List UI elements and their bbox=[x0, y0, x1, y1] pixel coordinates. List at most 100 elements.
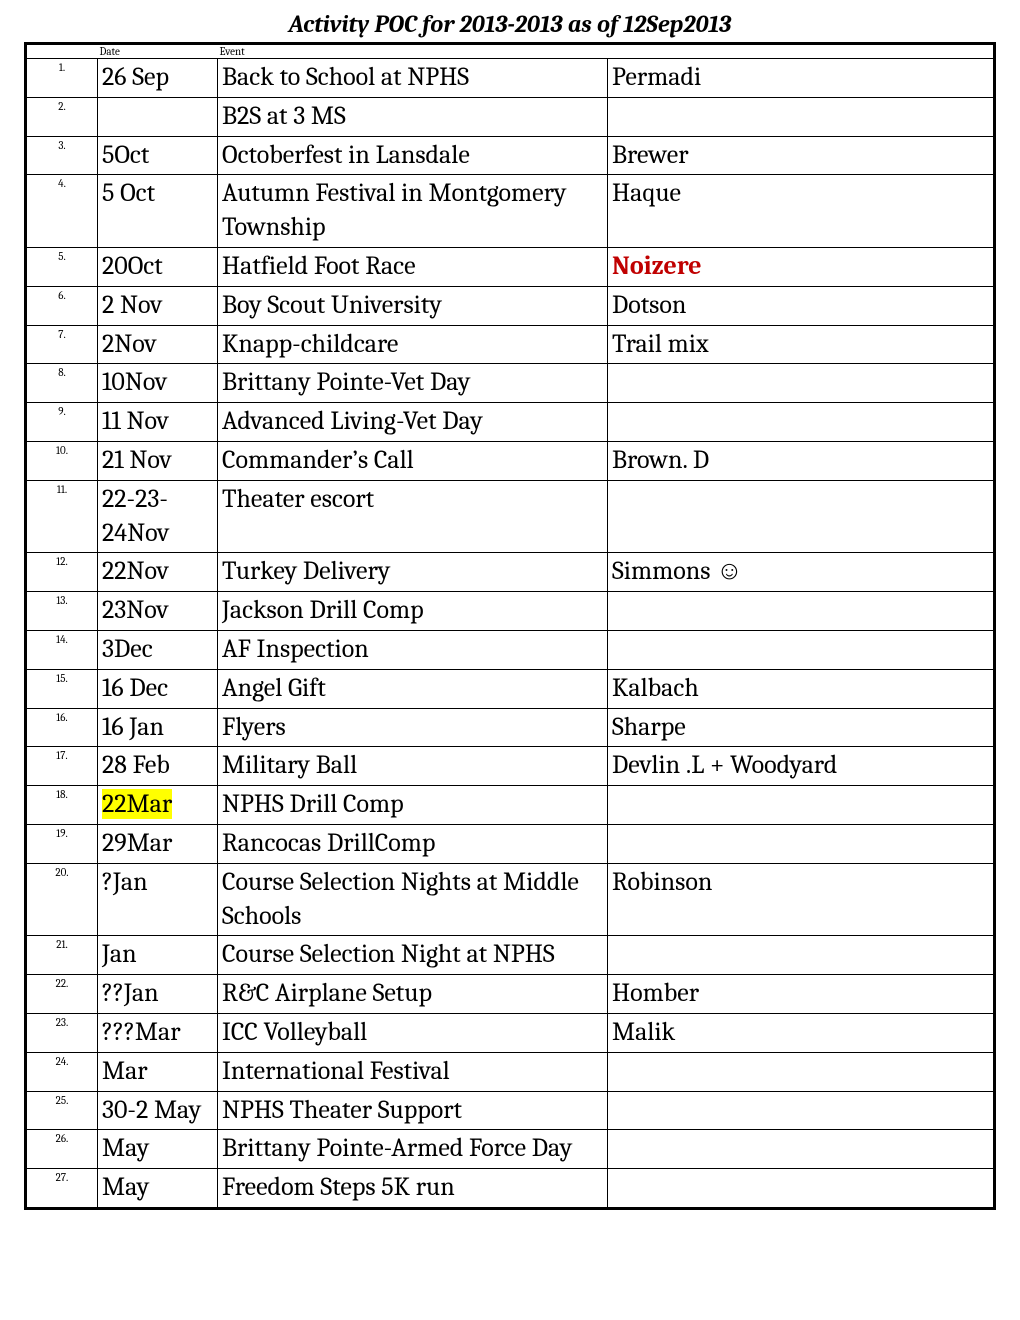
row-poc bbox=[608, 480, 995, 553]
row-poc bbox=[608, 1169, 995, 1209]
table-row: 9.11 NovAdvanced Living-Vet Day bbox=[26, 403, 995, 442]
row-number: 12. bbox=[26, 553, 98, 592]
row-number: 18. bbox=[26, 786, 98, 825]
table-row: 3.5OctOctoberfest in LansdaleBrewer bbox=[26, 136, 995, 175]
row-event: Octoberfest in Lansdale bbox=[218, 136, 608, 175]
row-date: 28 Feb bbox=[98, 747, 218, 786]
row-number: 23. bbox=[26, 1013, 98, 1052]
table-row: 20.?JanCourse Selection Nights at Middle… bbox=[26, 863, 995, 936]
row-date: 22Nov bbox=[98, 553, 218, 592]
row-number: 10. bbox=[26, 441, 98, 480]
header-poc bbox=[608, 44, 995, 59]
row-poc: Robinson bbox=[608, 863, 995, 936]
row-event: Rancocas DrillComp bbox=[218, 824, 608, 863]
row-number: 11. bbox=[26, 480, 98, 553]
row-number: 22. bbox=[26, 975, 98, 1014]
row-poc: Dotson bbox=[608, 286, 995, 325]
row-event: Knapp-childcare bbox=[218, 325, 608, 364]
table-row: 13.23NovJackson Drill Comp bbox=[26, 592, 995, 631]
row-date: 11 Nov bbox=[98, 403, 218, 442]
row-event: ICC Volleyball bbox=[218, 1013, 608, 1052]
row-date: 20Oct bbox=[98, 247, 218, 286]
row-date: May bbox=[98, 1130, 218, 1169]
row-event: Turkey Delivery bbox=[218, 553, 608, 592]
row-date: ?Jan bbox=[98, 863, 218, 936]
table-row: 17.28 FebMilitary BallDevlin .L + Woodya… bbox=[26, 747, 995, 786]
row-date: May bbox=[98, 1169, 218, 1209]
row-poc bbox=[608, 824, 995, 863]
row-poc: Brewer bbox=[608, 136, 995, 175]
row-date: 3Dec bbox=[98, 630, 218, 669]
table-row: 8.10NovBrittany Pointe-Vet Day bbox=[26, 364, 995, 403]
row-poc: Sharpe bbox=[608, 708, 995, 747]
row-number: 24. bbox=[26, 1052, 98, 1091]
header-event: Event bbox=[218, 44, 608, 59]
header-date: Date bbox=[98, 44, 218, 59]
row-event: NPHS Drill Comp bbox=[218, 786, 608, 825]
table-row: 1.26 SepBack to School at NPHSPermadi bbox=[26, 59, 995, 98]
table-row: 11.22-23-24NovTheater escort bbox=[26, 480, 995, 553]
row-poc: Brown. D bbox=[608, 441, 995, 480]
row-number: 20. bbox=[26, 863, 98, 936]
row-event: R&C Airplane Setup bbox=[218, 975, 608, 1014]
row-poc: Homber bbox=[608, 975, 995, 1014]
table-row: 25.30-2 MayNPHS Theater Support bbox=[26, 1091, 995, 1130]
page-title: Activity POC for 2013-2013 as of 12Sep20… bbox=[24, 10, 996, 38]
row-date: 2Nov bbox=[98, 325, 218, 364]
row-number: 1. bbox=[26, 59, 98, 98]
table-row: 18.22Mar NPHS Drill Comp bbox=[26, 786, 995, 825]
row-event: Commander’s Call bbox=[218, 441, 608, 480]
row-poc: Permadi bbox=[608, 59, 995, 98]
row-number: 5. bbox=[26, 247, 98, 286]
row-event: AF Inspection bbox=[218, 630, 608, 669]
table-row: 10.21 NovCommander’s CallBrown. D bbox=[26, 441, 995, 480]
row-number: 27. bbox=[26, 1169, 98, 1209]
row-date: 26 Sep bbox=[98, 59, 218, 98]
table-row: 5.20OctHatfield Foot RaceNoizere bbox=[26, 247, 995, 286]
table-row: 4.5 OctAutumn Festival in Montgomery Tow… bbox=[26, 175, 995, 248]
row-number: 3. bbox=[26, 136, 98, 175]
row-poc: Haque bbox=[608, 175, 995, 248]
row-poc: Devlin .L + Woodyard bbox=[608, 747, 995, 786]
row-number: 4. bbox=[26, 175, 98, 248]
row-date: Jan bbox=[98, 936, 218, 975]
row-poc bbox=[608, 592, 995, 631]
row-number: 17. bbox=[26, 747, 98, 786]
table-row: 22.??JanR&C Airplane SetupHomber bbox=[26, 975, 995, 1014]
row-date: 22-23-24Nov bbox=[98, 480, 218, 553]
row-poc bbox=[608, 1091, 995, 1130]
row-number: 16. bbox=[26, 708, 98, 747]
row-poc bbox=[608, 936, 995, 975]
row-event: Course Selection Night at NPHS bbox=[218, 936, 608, 975]
highlighted-date: 22Mar bbox=[102, 789, 172, 819]
table-row: 15.16 DecAngel GiftKalbach bbox=[26, 669, 995, 708]
row-event: Flyers bbox=[218, 708, 608, 747]
row-date: 5Oct bbox=[98, 136, 218, 175]
row-number: 21. bbox=[26, 936, 98, 975]
row-number: 25. bbox=[26, 1091, 98, 1130]
activity-table: Date Event 1.26 SepBack to School at NPH… bbox=[24, 42, 996, 1210]
row-number: 8. bbox=[26, 364, 98, 403]
row-date: 10Nov bbox=[98, 364, 218, 403]
row-date: 2 Nov bbox=[98, 286, 218, 325]
table-row: 21. JanCourse Selection Night at NPHS bbox=[26, 936, 995, 975]
row-date: 23Nov bbox=[98, 592, 218, 631]
row-number: 6. bbox=[26, 286, 98, 325]
row-date: 22Mar bbox=[98, 786, 218, 825]
table-row: 7.2NovKnapp-childcareTrail mix bbox=[26, 325, 995, 364]
table-row: 19.29MarRancocas DrillComp bbox=[26, 824, 995, 863]
row-date: 16 Jan bbox=[98, 708, 218, 747]
table-row: 27. MayFreedom Steps 5K run bbox=[26, 1169, 995, 1209]
row-date: Mar bbox=[98, 1052, 218, 1091]
row-date: ???Mar bbox=[98, 1013, 218, 1052]
row-event: Boy Scout University bbox=[218, 286, 608, 325]
row-event: Freedom Steps 5K run bbox=[218, 1169, 608, 1209]
header-row: Date Event bbox=[26, 44, 995, 59]
row-poc bbox=[608, 630, 995, 669]
row-poc: Trail mix bbox=[608, 325, 995, 364]
header-empty bbox=[26, 44, 98, 59]
document-page: Activity POC for 2013-2013 as of 12Sep20… bbox=[0, 0, 1020, 1250]
row-event: Advanced Living-Vet Day bbox=[218, 403, 608, 442]
row-event: Military Ball bbox=[218, 747, 608, 786]
row-date: 30-2 May bbox=[98, 1091, 218, 1130]
